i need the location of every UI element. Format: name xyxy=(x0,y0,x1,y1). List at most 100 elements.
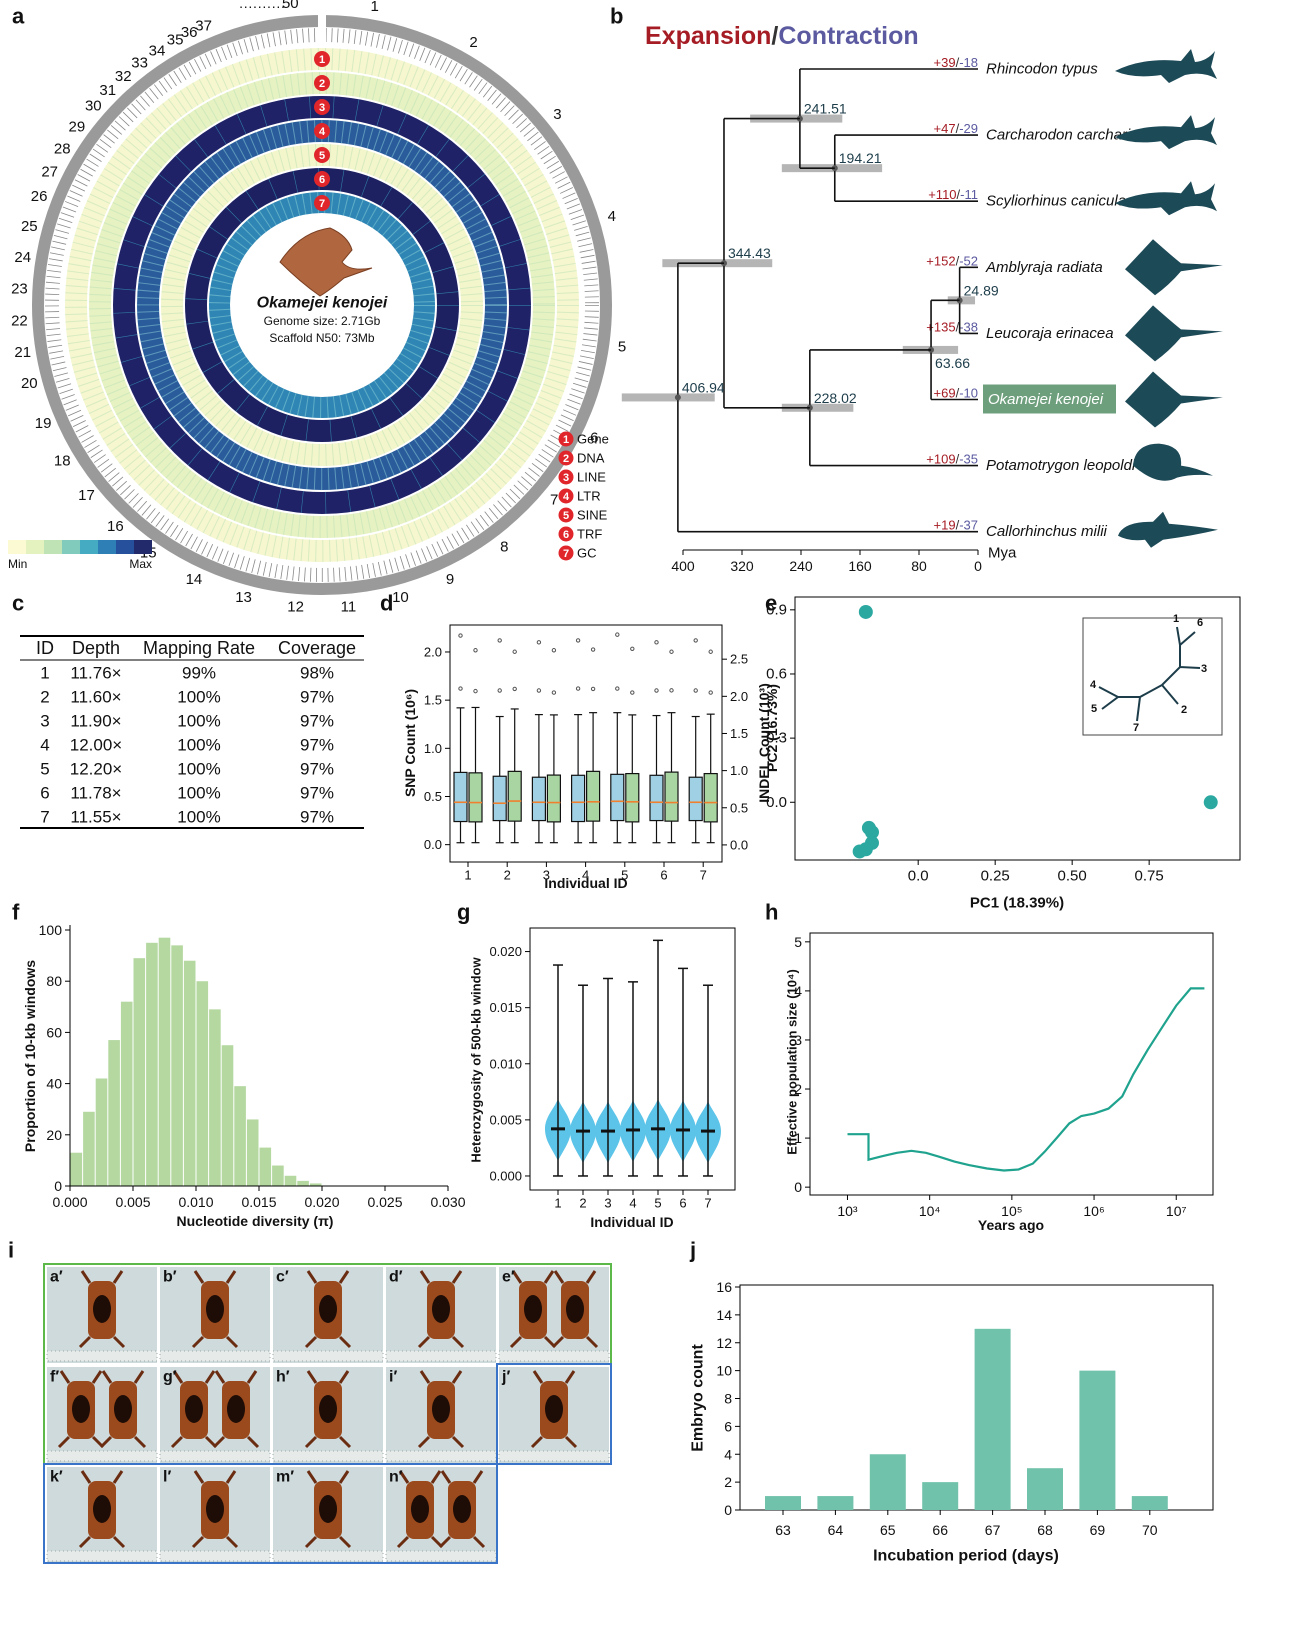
ruler xyxy=(159,1550,271,1562)
photo-label: e′ xyxy=(502,1269,515,1286)
photo-label: k′ xyxy=(50,1469,63,1486)
separator: / xyxy=(956,55,960,70)
bar xyxy=(974,1328,1011,1510)
tick-label: 0.0 xyxy=(424,837,442,852)
legend-label: LINE xyxy=(577,470,606,485)
ring-gap xyxy=(318,8,326,46)
outlier xyxy=(536,640,542,645)
chromosome-label: 22 xyxy=(11,312,28,329)
egg-horns xyxy=(304,1370,352,1449)
egg-horns xyxy=(509,1270,557,1349)
outlier xyxy=(590,686,596,692)
tick-label: 7 xyxy=(700,868,707,883)
tick-label: 0.0 xyxy=(766,794,787,811)
tick-label: 5 xyxy=(621,868,628,883)
outlier xyxy=(551,690,557,695)
legend-marker-label: 1 xyxy=(563,434,569,446)
axis-label: PC1 (18.39%) xyxy=(970,895,1064,912)
photo-label: n′ xyxy=(389,1469,403,1486)
egg-yolk xyxy=(524,1295,542,1323)
ruler xyxy=(159,1450,271,1462)
scale-max: Max xyxy=(129,557,152,571)
tick-label: 1.5 xyxy=(730,726,748,741)
color-swatch xyxy=(80,540,98,554)
box xyxy=(664,771,679,822)
photo-label: f′ xyxy=(50,1369,59,1386)
tick-label: 0.000 xyxy=(52,1194,87,1210)
legend-marker-label: 2 xyxy=(563,453,569,465)
tick-label: 0.5 xyxy=(730,800,748,815)
bar xyxy=(234,1086,246,1186)
tick-label: 70 xyxy=(1142,1522,1158,1538)
ruler xyxy=(385,1450,497,1462)
chromosome-label: 25 xyxy=(21,218,38,235)
legend-marker-label: 3 xyxy=(563,472,569,484)
chromosome-label: 11 xyxy=(341,598,357,615)
expansion: +47 xyxy=(934,121,956,136)
inset-label: 6 xyxy=(1197,617,1203,629)
legend-marker xyxy=(558,450,574,466)
table-cell: 100% xyxy=(177,760,220,779)
tick-label: 3 xyxy=(794,1032,802,1048)
egg-horns xyxy=(78,1270,126,1349)
tick-label: 0.005 xyxy=(489,1112,522,1127)
separator: / xyxy=(956,253,960,268)
photo-label: h′ xyxy=(276,1369,290,1386)
outlier xyxy=(654,688,659,693)
tick-label: 0.010 xyxy=(178,1194,213,1210)
chromosome-label: 24 xyxy=(14,249,31,266)
chromosome-label: 27 xyxy=(41,164,58,181)
table-cell: 11.90× xyxy=(70,712,121,731)
track-marker-label: 3 xyxy=(319,102,325,114)
chromosome-label: 14 xyxy=(186,571,203,588)
tick-label: 10³ xyxy=(837,1203,858,1219)
tick-label: 0.020 xyxy=(304,1194,339,1210)
egg-horns xyxy=(304,1270,352,1349)
outlier xyxy=(590,647,596,652)
track-marker-label: 1 xyxy=(319,54,325,66)
separator: / xyxy=(956,385,960,400)
egg-yolk xyxy=(545,1395,563,1423)
tick-label: 0.010 xyxy=(489,1056,522,1071)
tick-label: 0.000 xyxy=(489,1168,522,1183)
panel-letter: j xyxy=(689,1238,696,1263)
axis-label: Embryo count xyxy=(690,1344,707,1452)
bar xyxy=(272,1165,284,1186)
bar xyxy=(108,1040,120,1186)
egg-horns xyxy=(530,1370,578,1449)
contraction: -11 xyxy=(960,187,978,202)
bar xyxy=(284,1175,297,1186)
inset-label: 1 xyxy=(1173,613,1179,625)
node-age: 406.94 xyxy=(682,379,725,395)
egg-yolk xyxy=(319,1395,337,1423)
chromosome-label: 7 xyxy=(550,491,558,508)
chromosome-label: 36 xyxy=(181,24,198,41)
egg-yolk xyxy=(227,1395,245,1423)
node-age: 228.02 xyxy=(814,390,857,406)
separator: / xyxy=(956,319,960,334)
ruler xyxy=(46,1350,158,1362)
tick-label: 2 xyxy=(794,1081,802,1097)
node-age: 63.66 xyxy=(935,355,970,371)
tick-label: 7 xyxy=(704,1196,711,1211)
expansion: +152 xyxy=(926,253,955,268)
tick-label: 2.5 xyxy=(730,652,748,667)
egg-horns xyxy=(551,1270,599,1349)
tick-label: 2.0 xyxy=(424,644,442,659)
axis-label: Heterozygosity of 500-kb window xyxy=(469,957,484,1163)
point xyxy=(858,604,873,619)
outlier xyxy=(630,690,635,695)
chromosome-label: 12 xyxy=(287,598,304,615)
tick-label: 10⁵ xyxy=(1001,1203,1022,1219)
box xyxy=(468,772,483,823)
chromosome-label: 9 xyxy=(446,571,454,588)
tick-label: 240 xyxy=(789,558,813,574)
color-swatch xyxy=(8,540,26,554)
bar xyxy=(133,958,146,1186)
chromosome-label: 10 xyxy=(392,589,409,606)
contraction: -35 xyxy=(959,451,978,466)
outlier xyxy=(669,688,674,693)
species-name: Potamotrygon leopoldi xyxy=(986,457,1136,474)
node-age: 344.43 xyxy=(728,245,771,261)
outlier xyxy=(473,648,478,653)
